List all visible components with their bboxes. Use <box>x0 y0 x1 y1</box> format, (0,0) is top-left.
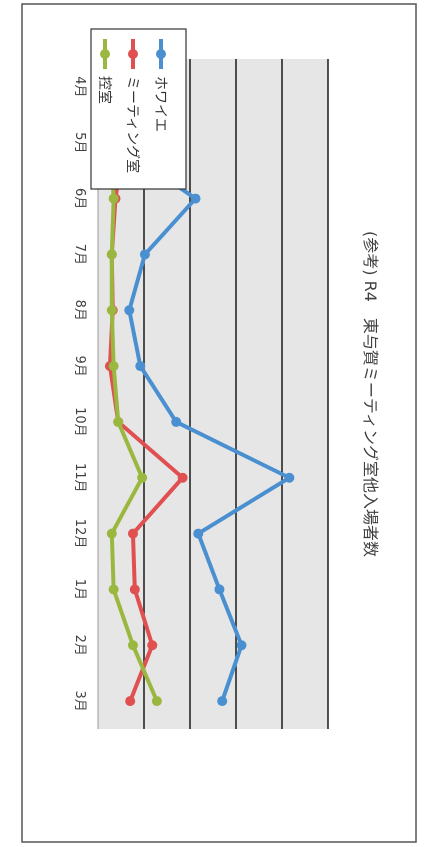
data-point <box>125 696 136 707</box>
data-point <box>108 193 119 204</box>
data-point <box>106 528 117 539</box>
data-point <box>217 696 228 707</box>
x-tick-label: 8月 <box>72 300 87 321</box>
legend-label: 控室 <box>96 76 113 104</box>
data-point <box>214 584 225 595</box>
data-point <box>127 528 138 539</box>
data-point <box>177 472 188 483</box>
legend-swatch-marker <box>156 49 166 59</box>
data-point <box>190 193 201 204</box>
data-point <box>139 249 150 260</box>
x-tick-label: 10月 <box>72 407 87 437</box>
legend-swatch-marker <box>128 49 138 59</box>
data-point <box>108 584 119 595</box>
legend-item: ミーティング室 <box>124 39 141 173</box>
data-point <box>135 361 146 372</box>
legend-item: 控室 <box>96 39 113 104</box>
data-point <box>171 416 182 427</box>
x-tick-label: 4月 <box>72 76 87 97</box>
x-tick-label: 6月 <box>72 188 87 209</box>
data-point <box>113 416 124 427</box>
x-tick-label: 3月 <box>72 690 87 711</box>
x-axis-tick-labels: 4月 5月 6月 7月 8月 9月 10月 11月 12月 1月 2月 3月 <box>72 76 87 711</box>
x-tick-label: 9月 <box>72 355 87 376</box>
data-point <box>124 305 135 316</box>
x-tick-label: 11月 <box>72 463 87 493</box>
plot-area <box>98 59 328 729</box>
x-tick-label: 5月 <box>72 132 87 153</box>
data-point <box>284 472 295 483</box>
data-point <box>193 528 204 539</box>
legend-swatch-marker <box>100 49 110 59</box>
data-point <box>106 249 117 260</box>
chart-title: (参考) R4 東与賀ミーティング室他入場者数 <box>361 231 380 557</box>
x-tick-label: 1月 <box>72 579 87 600</box>
data-point <box>147 640 158 651</box>
data-point <box>236 640 247 651</box>
chart-border <box>21 3 417 843</box>
data-point <box>129 584 140 595</box>
data-point <box>151 696 162 707</box>
data-point <box>108 361 119 372</box>
data-point <box>106 305 117 316</box>
legend-label: ホワイエ <box>152 76 168 132</box>
x-tick-label: 7月 <box>72 244 87 265</box>
data-point <box>137 472 148 483</box>
x-tick-label: 2月 <box>72 635 87 656</box>
legend-item: ホワイエ <box>152 39 168 132</box>
legend-label: ミーティング室 <box>124 76 141 173</box>
rotated-chart: (参考) R4 東与賀ミーティング室他入場者数 05001,0001,5002,… <box>72 28 380 729</box>
x-tick-label: 12月 <box>72 519 87 549</box>
data-point <box>127 640 138 651</box>
